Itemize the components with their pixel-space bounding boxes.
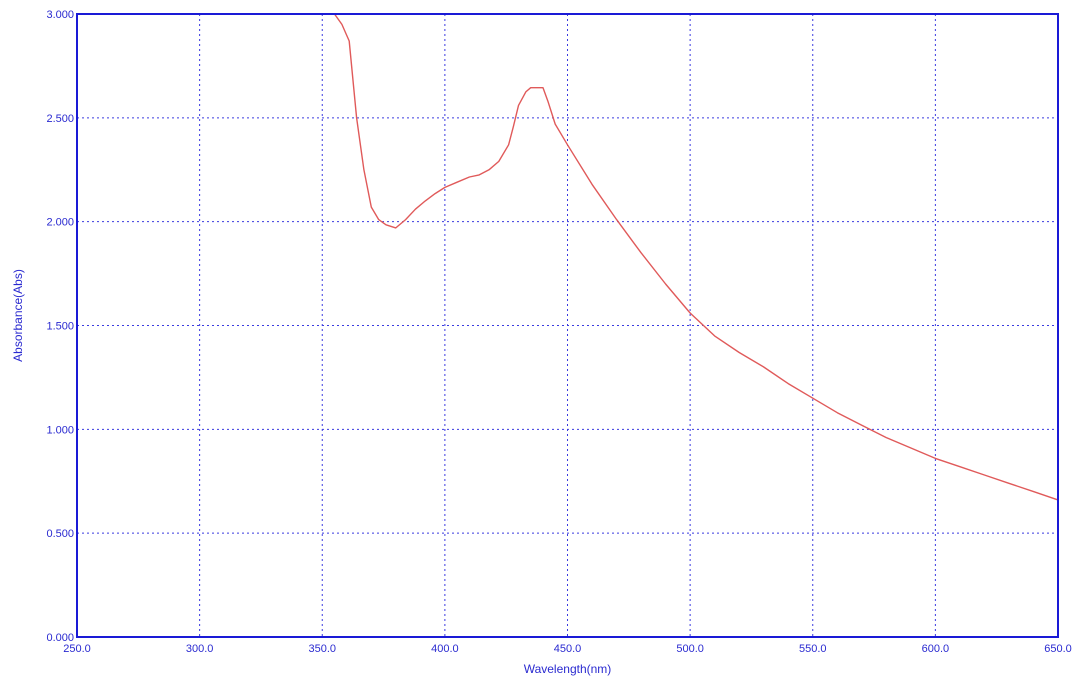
- x-tick-label: 650.0: [1044, 643, 1072, 655]
- y-axis-ticks: 0.000 0.500 1.000 1.500 2.000 2.500 3.000: [46, 9, 74, 644]
- y-axis-title: Absorbance(Abs): [11, 269, 25, 362]
- y-tick-label: 1.500: [46, 321, 74, 333]
- x-tick-label: 550.0: [799, 643, 827, 655]
- plot-frame: [76, 13, 1059, 638]
- y-tick-label: 2.500: [46, 113, 74, 125]
- x-axis-title: Wavelength(nm): [524, 662, 612, 676]
- y-tick-label: 0.000: [46, 632, 74, 644]
- series-layer: [77, 13, 1059, 501]
- x-axis-ticks: 250.0 300.0 350.0 400.0 450.0 500.0 550.0 600.0…: [63, 643, 1072, 655]
- y-tick-label: 3.000: [46, 9, 74, 21]
- x-tick-label: 450.0: [554, 643, 582, 655]
- absorbance-series-line: [77, 13, 1059, 501]
- x-tick-label: 350.0: [308, 643, 336, 655]
- y-tick-label: 0.500: [46, 528, 74, 540]
- x-tick-label: 300.0: [186, 643, 214, 655]
- y-tick-label: 1.000: [46, 424, 74, 436]
- x-tick-label: 600.0: [922, 643, 950, 655]
- x-tick-label: 400.0: [431, 643, 459, 655]
- x-tick-label: 250.0: [63, 643, 91, 655]
- grid: [77, 14, 1058, 637]
- y-tick-label: 2.000: [46, 217, 74, 229]
- x-tick-label: 500.0: [676, 643, 704, 655]
